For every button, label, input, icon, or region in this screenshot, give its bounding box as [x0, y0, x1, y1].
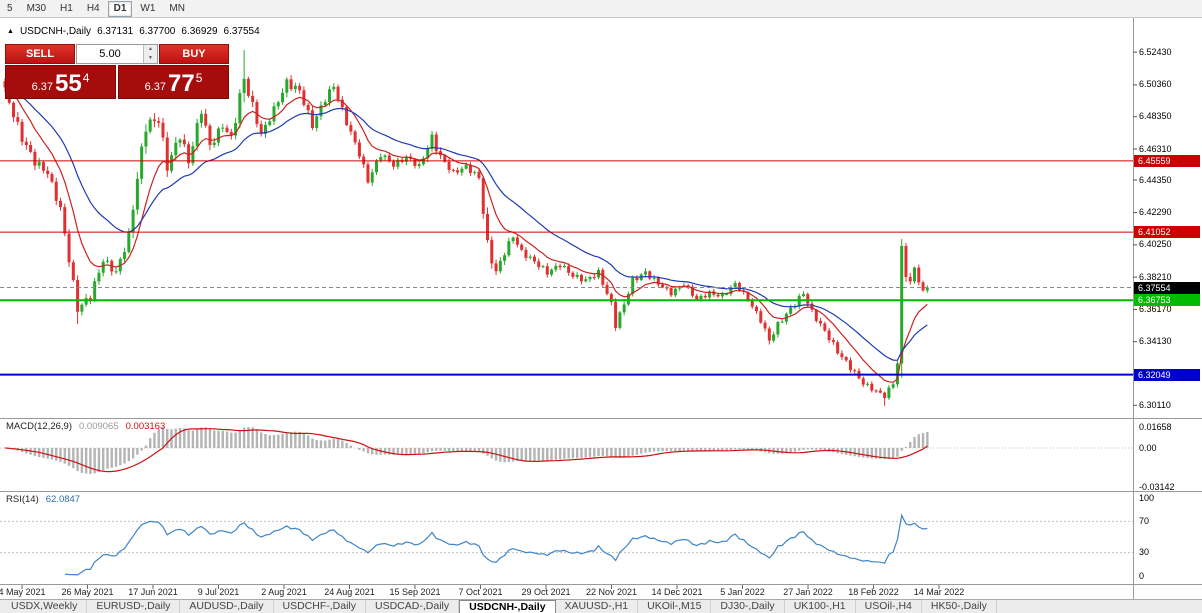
- ma-slow-line: [4, 86, 928, 361]
- date-label: 24 Aug 2021: [324, 587, 375, 597]
- macd-signal-line: [4, 428, 928, 473]
- buy-price-big: 77: [168, 70, 195, 97]
- tab-dj30-daily[interactable]: DJ30-,Daily: [711, 600, 785, 613]
- rsi-title-text: RSI(14): [6, 494, 39, 505]
- rsi-line: [64, 513, 928, 576]
- volume-value[interactable]: 5.00: [99, 48, 121, 60]
- buy-price-display[interactable]: 6.37 77 5: [118, 65, 229, 99]
- date-label: 26 May 2021: [61, 587, 114, 597]
- buy-price-sup: 5: [195, 71, 203, 85]
- date-label: 2 Aug 2021: [261, 587, 307, 597]
- tab-audusd-daily[interactable]: AUDUSD-,Daily: [180, 600, 274, 613]
- macd-histogram: [8, 427, 929, 474]
- timeframe-button-h4[interactable]: H4: [86, 2, 100, 14]
- sell-price-prefix: 6.37: [31, 81, 54, 93]
- tab-ukoil-m15[interactable]: UKOil-,M15: [638, 600, 712, 613]
- tab-eurusd-daily[interactable]: EURUSD-,Daily: [87, 600, 181, 613]
- rsi-label: RSI(14) 62.0847: [6, 494, 80, 505]
- tab-hk50-daily[interactable]: HK50-,Daily: [922, 600, 997, 613]
- date-label: 22 Nov 2021: [585, 587, 638, 597]
- timeframe-toolbar: 5 M30 H1 H4 D1 W1 MN: [0, 0, 1202, 18]
- header-low: 6.36929: [181, 26, 218, 37]
- tab-usdcad-daily[interactable]: USDCAD-,Daily: [366, 600, 460, 613]
- chart-ohlc-header: ▲ USDCNH-,Daily 6.37131 6.37700 6.36929 …: [7, 26, 260, 37]
- date-label: 14 Dec 2021: [651, 587, 703, 597]
- symbol-marker-icon: ▲: [7, 28, 14, 35]
- buy-button[interactable]: BUY: [159, 44, 229, 64]
- tab-usdchf-daily[interactable]: USDCHF-,Daily: [274, 600, 367, 613]
- volume-up-button[interactable]: ▲: [144, 45, 157, 54]
- volume-down-button[interactable]: ▼: [144, 54, 157, 63]
- header-high: 6.37700: [139, 26, 176, 37]
- timeframe-button-5[interactable]: 5: [7, 2, 13, 14]
- date-label: 4 May 2021: [0, 587, 46, 597]
- date-label: 27 Jan 2022: [783, 587, 833, 597]
- volume-spinner: ▲ ▼: [143, 45, 157, 63]
- header-open: 6.37131: [97, 26, 134, 37]
- date-label: 15 Sep 2021: [389, 587, 441, 597]
- timeframe-button-mn[interactable]: MN: [169, 2, 185, 14]
- timeframe-button-m30[interactable]: M30: [26, 2, 47, 14]
- date-label: 5 Jan 2022: [720, 587, 765, 597]
- macd-title-text: MACD(12,26,9): [6, 421, 72, 432]
- timeframe-button-w1[interactable]: W1: [140, 2, 156, 14]
- date-label: 17 Jun 2021: [128, 587, 178, 597]
- date-label: 18 Feb 2022: [848, 587, 899, 597]
- timeframe-button-h1[interactable]: H1: [60, 2, 73, 14]
- candles[interactable]: [3, 49, 929, 406]
- rsi-value: 62.0847: [45, 494, 81, 505]
- tab-usdx-weekly[interactable]: USDX,Weekly: [2, 600, 88, 613]
- tab-usdcnh-daily[interactable]: USDCNH-,Daily: [459, 600, 556, 613]
- date-label: 29 Oct 2021: [521, 587, 571, 597]
- time-axis: 4 May 2021 26 May 2021 17 Jun 2021 9 Jul 20…: [0, 587, 1133, 599]
- sell-price-sup: 4: [82, 71, 90, 85]
- macd-signal-value: 0.003163: [125, 421, 166, 432]
- one-click-trading-panel: SELL 5.00 ▲ ▼ BUY 6.37 55 4 6.37 77 5: [5, 44, 229, 99]
- header-symbol: USDCNH-,Daily: [19, 26, 92, 37]
- date-label: 7 Oct 2021: [458, 587, 503, 597]
- date-label: 9 Jul 2021: [197, 587, 240, 597]
- macd-label: MACD(12,26,9) 0.009065 0.003163: [6, 421, 165, 432]
- sell-price-display[interactable]: 6.37 55 4: [5, 65, 116, 99]
- sell-button[interactable]: SELL: [5, 44, 75, 64]
- volume-input[interactable]: 5.00 ▲ ▼: [76, 44, 158, 64]
- date-label: 14 Mar 2022: [913, 587, 965, 597]
- tab-usoil-h4[interactable]: USOil-,H4: [856, 600, 922, 613]
- buy-price-prefix: 6.37: [144, 81, 167, 93]
- tab-xauusd-h1[interactable]: XAUUSD-,H1: [556, 600, 639, 613]
- macd-main-value: 0.009065: [79, 421, 119, 432]
- chart-tabs: USDX,Weekly EURUSD-,Daily AUDUSD-,Daily USD…: [0, 599, 1202, 613]
- timeframe-button-d1[interactable]: D1: [107, 0, 133, 17]
- sell-price-big: 55: [55, 70, 82, 97]
- header-close: 6.37554: [223, 26, 260, 37]
- tab-uk100-h1[interactable]: UK100-,H1: [785, 600, 856, 613]
- ma-fast-line: [4, 86, 928, 383]
